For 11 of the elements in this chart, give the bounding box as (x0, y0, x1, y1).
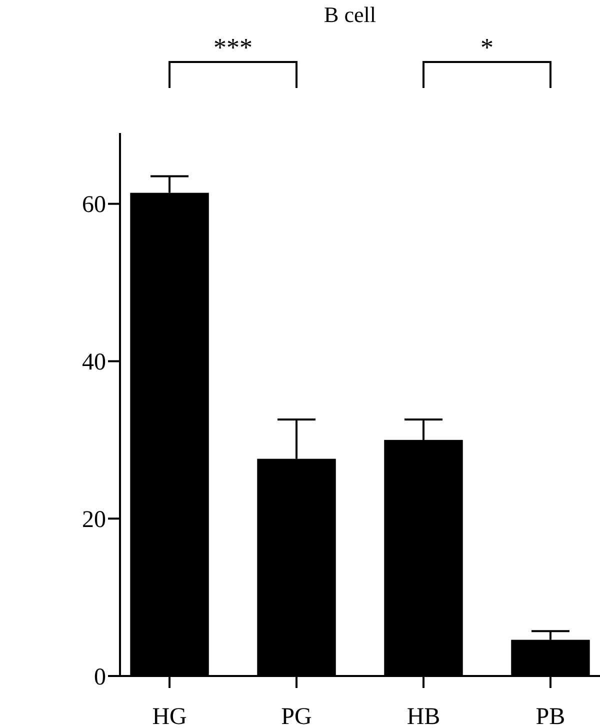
chart-title: B cell (324, 2, 376, 27)
text: * (480, 33, 494, 62)
x-tick-label: PG (281, 704, 312, 728)
y-tick-label: 20 (82, 507, 106, 534)
x-tick-label: PB (536, 704, 566, 728)
text: *** (214, 33, 253, 62)
x-tick-label: HB (406, 704, 440, 728)
y-tick-label: 40 (82, 350, 106, 376)
x-tick-label: HG (152, 704, 187, 728)
y-tick-label: 60 (82, 192, 106, 218)
y-tick-label: 0 (94, 664, 106, 690)
